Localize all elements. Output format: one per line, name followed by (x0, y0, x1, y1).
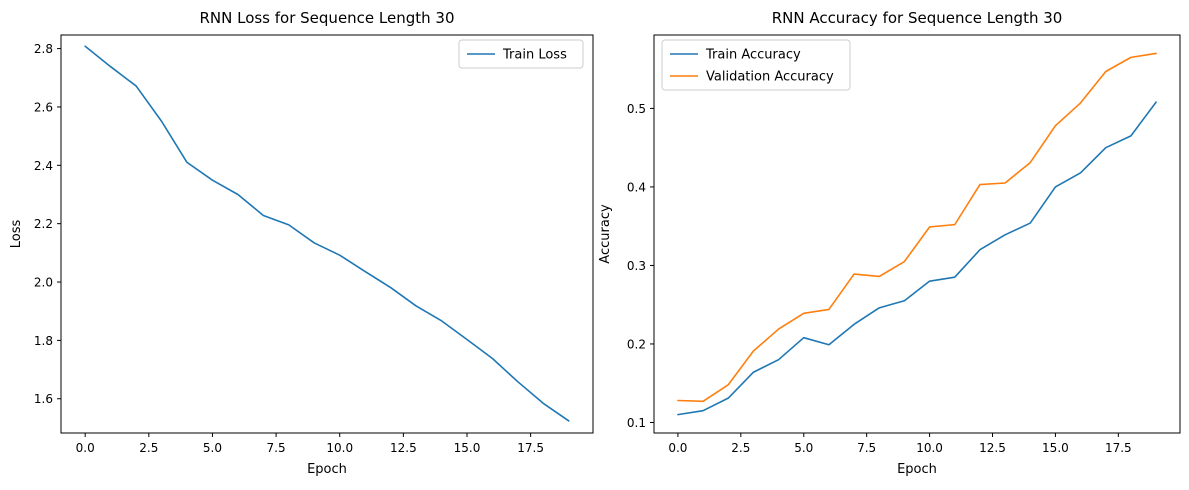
plot-area-frame (653, 34, 1181, 434)
x-tick-label: 7.5 (267, 441, 286, 455)
y-tick-label: 2.6 (34, 100, 53, 114)
x-tick-label: 17.5 (1105, 441, 1132, 455)
x-tick-label: 2.5 (139, 441, 158, 455)
y-tick-label: 2.4 (34, 159, 53, 173)
y-tick-label: 2.2 (34, 217, 53, 231)
chart-1: RNN Loss for Sequence Length 30 0.0 2.5 5.0… (9, 9, 594, 477)
x-tick-label: 5.0 (794, 441, 813, 455)
x-axis-label: Epoch (897, 462, 937, 477)
y-tick-label: 0.1 (627, 416, 646, 430)
y-axis-label: Accuracy (598, 204, 613, 264)
x-tick-label: 17.5 (517, 441, 544, 455)
x-tick-label: 2.5 (731, 441, 750, 455)
legend: Train Accuracy Validation Accuracy (661, 39, 851, 91)
x-axis-label: Epoch (307, 462, 347, 477)
chart-2: RNN Accuracy for Sequence Length 30 0.0 2.… (598, 9, 1181, 477)
legend-label: Train Loss (502, 48, 567, 63)
y-tick-label: 1.6 (34, 392, 53, 406)
series-line-train-accuracy (677, 101, 1157, 416)
x-tick-label: 5.0 (203, 441, 222, 455)
legend-box (458, 39, 584, 69)
x-tick-label: 15.0 (1042, 441, 1069, 455)
y-tick-label: 2.8 (34, 42, 53, 56)
chart-title: RNN Loss for Sequence Length 30 (199, 9, 454, 27)
x-tick-label: 0.0 (76, 441, 95, 455)
y-axis-label: Loss (9, 220, 24, 249)
legend-label: Validation Accuracy (706, 70, 834, 85)
y-tick-label: 0.2 (627, 337, 646, 351)
y-tick-label: 0.3 (627, 259, 646, 273)
x-tick-label: 12.5 (979, 441, 1006, 455)
y-tick-label: 2.0 (34, 276, 53, 290)
series-line-validation-accuracy (677, 52, 1157, 403)
y-tick-label: 1.8 (34, 334, 53, 348)
x-tick-label: 10.0 (326, 441, 353, 455)
legend-box (661, 39, 851, 91)
x-tick-label: 15.0 (454, 441, 481, 455)
x-tick-label: 12.5 (390, 441, 417, 455)
x-tick-label: 10.0 (916, 441, 943, 455)
legend-label: Train Accuracy (705, 48, 801, 63)
series-line-train-loss (84, 45, 570, 422)
legend: Train Loss (458, 39, 584, 69)
x-tick-label: 7.5 (857, 441, 876, 455)
plot-area-frame (60, 34, 594, 434)
y-tick-label: 0.5 (627, 102, 646, 116)
x-tick-label: 0.0 (668, 441, 687, 455)
y-tick-label: 0.4 (627, 180, 646, 194)
chart-title: RNN Accuracy for Sequence Length 30 (772, 9, 1063, 27)
